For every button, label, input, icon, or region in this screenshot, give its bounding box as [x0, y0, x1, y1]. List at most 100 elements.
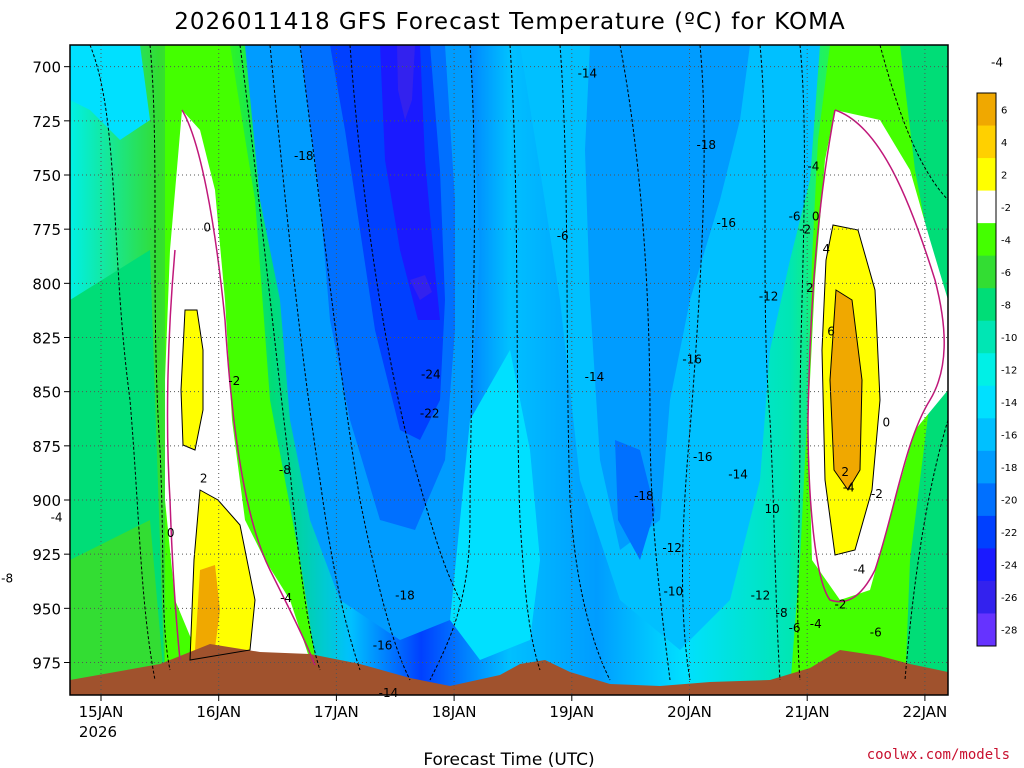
field-blue-right-deep — [585, 45, 750, 550]
contour-label: -4 — [853, 563, 865, 577]
contour-line — [269, 45, 361, 671]
y-tick-label: 950 — [32, 600, 61, 618]
y-tick-label: 800 — [32, 275, 61, 293]
contour-line — [349, 45, 461, 601]
contour-label: -18 — [696, 138, 716, 152]
contour-line — [879, 45, 948, 201]
colorbar-swatch — [977, 515, 996, 549]
contour-label: -2 — [799, 223, 811, 237]
x-tick-label: 20JAN — [667, 703, 712, 721]
contour-line — [619, 45, 671, 681]
grid-lines — [70, 45, 948, 695]
x-tick-label: 15JAN — [79, 703, 124, 721]
colorbar-label: -26 — [1001, 593, 1017, 604]
colorbar-label: -10 — [1001, 333, 1017, 344]
contour-label: -4 — [51, 511, 63, 525]
contour-label: -16 — [373, 639, 393, 653]
colorbar-label: -24 — [1001, 561, 1017, 572]
y-tick-label: 925 — [32, 546, 61, 564]
contour-label: -6 — [870, 626, 882, 640]
contour-label: -16 — [716, 216, 736, 230]
colorbar-swatch — [977, 158, 996, 192]
plot-frame — [69, 44, 949, 696]
contour-label: -18 — [395, 589, 415, 603]
colorbar-swatch — [977, 125, 996, 159]
contour-label: -6 — [557, 229, 569, 243]
colorbar-swatch — [977, 483, 996, 517]
credit-text: coolwx.com/models — [867, 747, 1010, 763]
colorbar-label: 6 — [1001, 105, 1007, 116]
contour-label: -24 — [421, 368, 441, 382]
colorbar-swatch — [977, 548, 996, 582]
colorbar-label: -4 — [1001, 235, 1011, 246]
contour-label: 0 — [203, 220, 211, 234]
zero-contours — [166, 109, 945, 666]
contour-line — [299, 45, 411, 681]
colorbar-swatch — [977, 418, 996, 452]
contour-label: -6 — [789, 210, 801, 224]
contour-line — [682, 45, 705, 681]
x-tick-label: 17JAN — [314, 703, 359, 721]
contour-label: -12 — [662, 541, 682, 555]
colorbar-frame — [976, 92, 997, 647]
zero-contour-right — [807, 109, 945, 603]
contour-label: 4 — [823, 242, 831, 256]
contour-label: -4 — [991, 56, 1003, 70]
contour-label: 2 — [200, 472, 208, 486]
contour-line — [429, 45, 475, 681]
contour-line — [509, 45, 541, 671]
zero-contour-left — [181, 109, 316, 666]
field-violet-core — [397, 45, 415, 120]
y-tick-label: 850 — [32, 384, 61, 402]
field-blue-core — [380, 45, 440, 320]
x-axis: 15JAN 16JAN 17JAN 18JAN 19JAN 20JAN 21JAN 22JAN — [79, 695, 947, 721]
contour-label: -4 — [280, 591, 292, 605]
colorbar-label: -28 — [1001, 626, 1017, 637]
contour-label: 2 — [841, 465, 849, 479]
contour-two-right — [821, 224, 881, 556]
field-cyan-left — [70, 45, 150, 140]
contour-label: -8 — [776, 606, 788, 620]
colorbar-label: -2 — [1001, 203, 1011, 214]
colorbar-label: -22 — [1001, 528, 1017, 539]
colorbar-swatch — [977, 255, 996, 289]
colorbar-swatch — [977, 320, 996, 354]
contour-label: -18 — [294, 149, 314, 163]
contour-four-right — [829, 289, 863, 491]
contour-label: 2 — [806, 281, 814, 295]
positive-contours — [180, 224, 881, 661]
chart-title: 2026011418 GFS Forecast Temperature (ºC)… — [174, 9, 845, 35]
contour-lines — [89, 45, 948, 681]
field-mint-right-lower — [905, 390, 948, 690]
contour-label: -4 — [807, 160, 819, 174]
contour-two-left — [180, 309, 204, 451]
contour-line — [149, 45, 171, 671]
colorbar-swatch — [977, 223, 996, 257]
y-tick-label: 775 — [32, 221, 61, 239]
contour-label: 10 — [765, 502, 780, 516]
colorbar-swatch — [977, 288, 996, 322]
contour-label: -2 — [871, 487, 883, 501]
contour-label: -10 — [664, 584, 684, 598]
y-tick-label: 975 — [32, 655, 61, 673]
contour-label: 0 — [167, 526, 175, 540]
contour-label: -4 — [810, 617, 822, 631]
temperature-field — [70, 45, 948, 695]
contour-label: 0 — [812, 210, 820, 224]
contour-two-left-lower — [189, 489, 256, 661]
contour-label: -18 — [634, 489, 654, 503]
x-axis-year: 2026 — [79, 723, 117, 741]
y-tick-label: 750 — [32, 167, 61, 185]
contour-line — [759, 45, 781, 681]
contour-line — [89, 45, 156, 681]
colorbar-swatch — [977, 613, 996, 647]
colorbar-label: -16 — [1001, 431, 1017, 442]
x-tick-label: 16JAN — [196, 703, 241, 721]
contour-label: -12 — [759, 290, 779, 304]
contour-line — [239, 45, 321, 671]
field-mint-right — [900, 45, 948, 300]
contour-label: -6 — [789, 621, 801, 635]
colorbar-swatch — [977, 190, 996, 224]
x-tick-label: 21JAN — [785, 703, 830, 721]
